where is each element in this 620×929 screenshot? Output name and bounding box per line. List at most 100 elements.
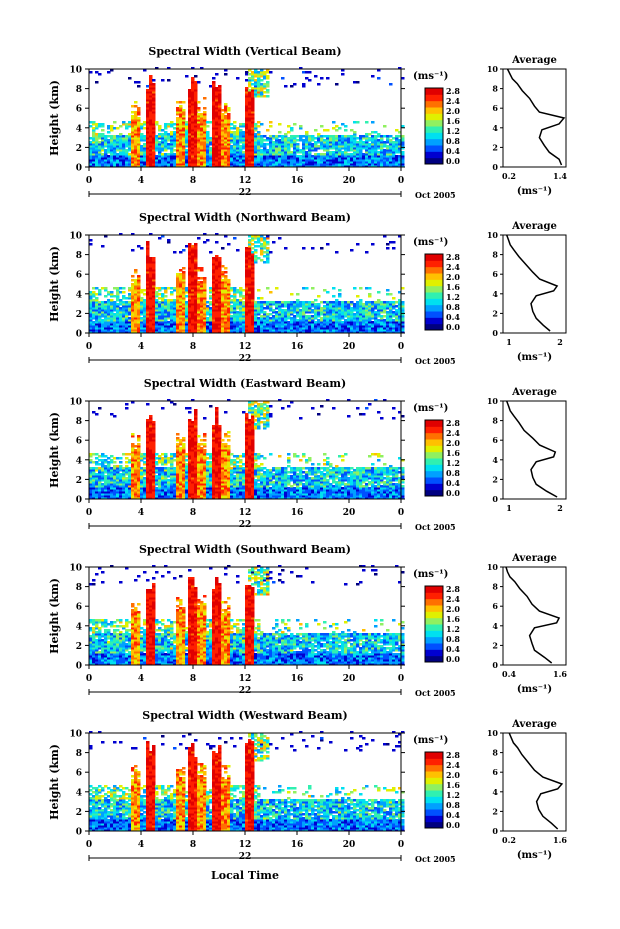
colorbar-segment bbox=[425, 317, 443, 325]
heatmap-cell bbox=[215, 73, 219, 76]
heatmap-cell bbox=[128, 287, 132, 290]
y-axis-label: Height (km) bbox=[48, 246, 61, 322]
heatmap-cell bbox=[242, 155, 246, 158]
heatmap-cell bbox=[113, 127, 117, 130]
heatmap-cell bbox=[98, 141, 102, 144]
heatmap-cell bbox=[389, 135, 393, 138]
heatmap-cell bbox=[98, 459, 102, 462]
heatmap-cell bbox=[236, 77, 240, 80]
heatmap-cell bbox=[149, 165, 153, 168]
heatmap-cell bbox=[200, 147, 204, 150]
heatmap-cell bbox=[224, 117, 228, 120]
heatmap-cell bbox=[275, 301, 279, 304]
heatmap-cell bbox=[260, 139, 264, 142]
heatmap-cell bbox=[215, 157, 219, 160]
heatmap-cell bbox=[227, 113, 231, 116]
heatmap-cell bbox=[173, 127, 177, 130]
heatmap-cell bbox=[110, 161, 114, 164]
heatmap-cell bbox=[116, 153, 120, 156]
heatmap-cell bbox=[179, 105, 183, 108]
heatmap-cell bbox=[251, 75, 255, 78]
heatmap-cell bbox=[386, 311, 390, 314]
heatmap-cell bbox=[107, 145, 111, 148]
heatmap-cell bbox=[248, 101, 252, 104]
heatmap-cell bbox=[113, 163, 117, 166]
heatmap-cell bbox=[95, 287, 99, 290]
heatmap-cell bbox=[146, 159, 150, 162]
heatmap-cell bbox=[233, 143, 237, 146]
heatmap-cell bbox=[179, 127, 183, 130]
heatmap-cell bbox=[257, 77, 261, 80]
heatmap-cell bbox=[155, 145, 159, 148]
heatmap-cell bbox=[212, 109, 216, 112]
heatmap-cell bbox=[263, 165, 267, 168]
heatmap-cell bbox=[200, 133, 204, 136]
heatmap-cell bbox=[269, 121, 273, 124]
heatmap-cell bbox=[209, 155, 213, 158]
heatmap-cell bbox=[380, 135, 384, 138]
heatmap-cell bbox=[218, 89, 222, 92]
heatmap-cell bbox=[161, 129, 165, 132]
heatmap-cell bbox=[245, 151, 249, 154]
heatmap-cell bbox=[395, 155, 399, 158]
heatmap-cell bbox=[233, 133, 237, 136]
heatmap-cell bbox=[203, 241, 207, 244]
heatmap-cell bbox=[236, 163, 240, 166]
heatmap-cell bbox=[143, 137, 147, 140]
heatmap-cell bbox=[158, 141, 162, 144]
heatmap-cell bbox=[260, 159, 264, 162]
heatmap-cell bbox=[194, 143, 198, 146]
heatmap-cell bbox=[224, 159, 228, 162]
heatmap-cell bbox=[146, 165, 150, 168]
heatmap-cell bbox=[128, 165, 132, 168]
heatmap-cell bbox=[170, 149, 174, 152]
heatmap-cell bbox=[254, 245, 258, 248]
heatmap-cell bbox=[209, 151, 213, 154]
heatmap-cell bbox=[203, 161, 207, 164]
heatmap-cell bbox=[227, 151, 231, 154]
heatmap-cell bbox=[176, 131, 180, 134]
heatmap-cell bbox=[218, 109, 222, 112]
heatmap-cell bbox=[179, 107, 183, 110]
heatmap-cell bbox=[335, 251, 339, 254]
heatmap-cell bbox=[368, 133, 372, 136]
heatmap-cell bbox=[182, 151, 186, 154]
heatmap-cell bbox=[113, 151, 117, 154]
heatmap-cell bbox=[224, 143, 228, 146]
heatmap-cell bbox=[89, 137, 93, 140]
heatmap-cell bbox=[197, 101, 201, 104]
heatmap-cell bbox=[281, 147, 285, 150]
heatmap-cell bbox=[98, 467, 102, 470]
heatmap-cell bbox=[197, 117, 201, 120]
heatmap-cell bbox=[251, 145, 255, 148]
heatmap-cell bbox=[248, 163, 252, 166]
heatmap-cell bbox=[92, 151, 96, 154]
heatmap-cell bbox=[227, 133, 231, 136]
heatmap-cell bbox=[107, 139, 111, 142]
heatmap-cell bbox=[140, 147, 144, 150]
heatmap-cell bbox=[107, 165, 111, 168]
heatmap-cell bbox=[92, 287, 96, 290]
heatmap-cell bbox=[257, 151, 261, 154]
heatmap-cell bbox=[146, 103, 150, 106]
heatmap-cell bbox=[149, 89, 153, 92]
heatmap-cell bbox=[161, 163, 165, 166]
heatmap-cell bbox=[377, 319, 381, 322]
heatmap-cell bbox=[125, 149, 129, 152]
heatmap-cell bbox=[101, 163, 105, 166]
heatmap-cell bbox=[233, 165, 237, 168]
heatmap-cell bbox=[161, 157, 165, 160]
heatmap-cell bbox=[203, 127, 207, 130]
heatmap-cell bbox=[254, 93, 258, 96]
heatmap-cell bbox=[194, 243, 198, 246]
heatmap-cell bbox=[149, 149, 153, 152]
heatmap-cell bbox=[89, 141, 93, 144]
heatmap-cell bbox=[191, 119, 195, 122]
heatmap-cell bbox=[269, 149, 273, 152]
heatmap-cell bbox=[257, 91, 261, 94]
heatmap-cell bbox=[233, 157, 237, 160]
heatmap-cell bbox=[152, 105, 156, 108]
heatmap-cell bbox=[188, 145, 192, 148]
heatmap-cell bbox=[344, 135, 348, 138]
heatmap-cell bbox=[230, 157, 234, 160]
